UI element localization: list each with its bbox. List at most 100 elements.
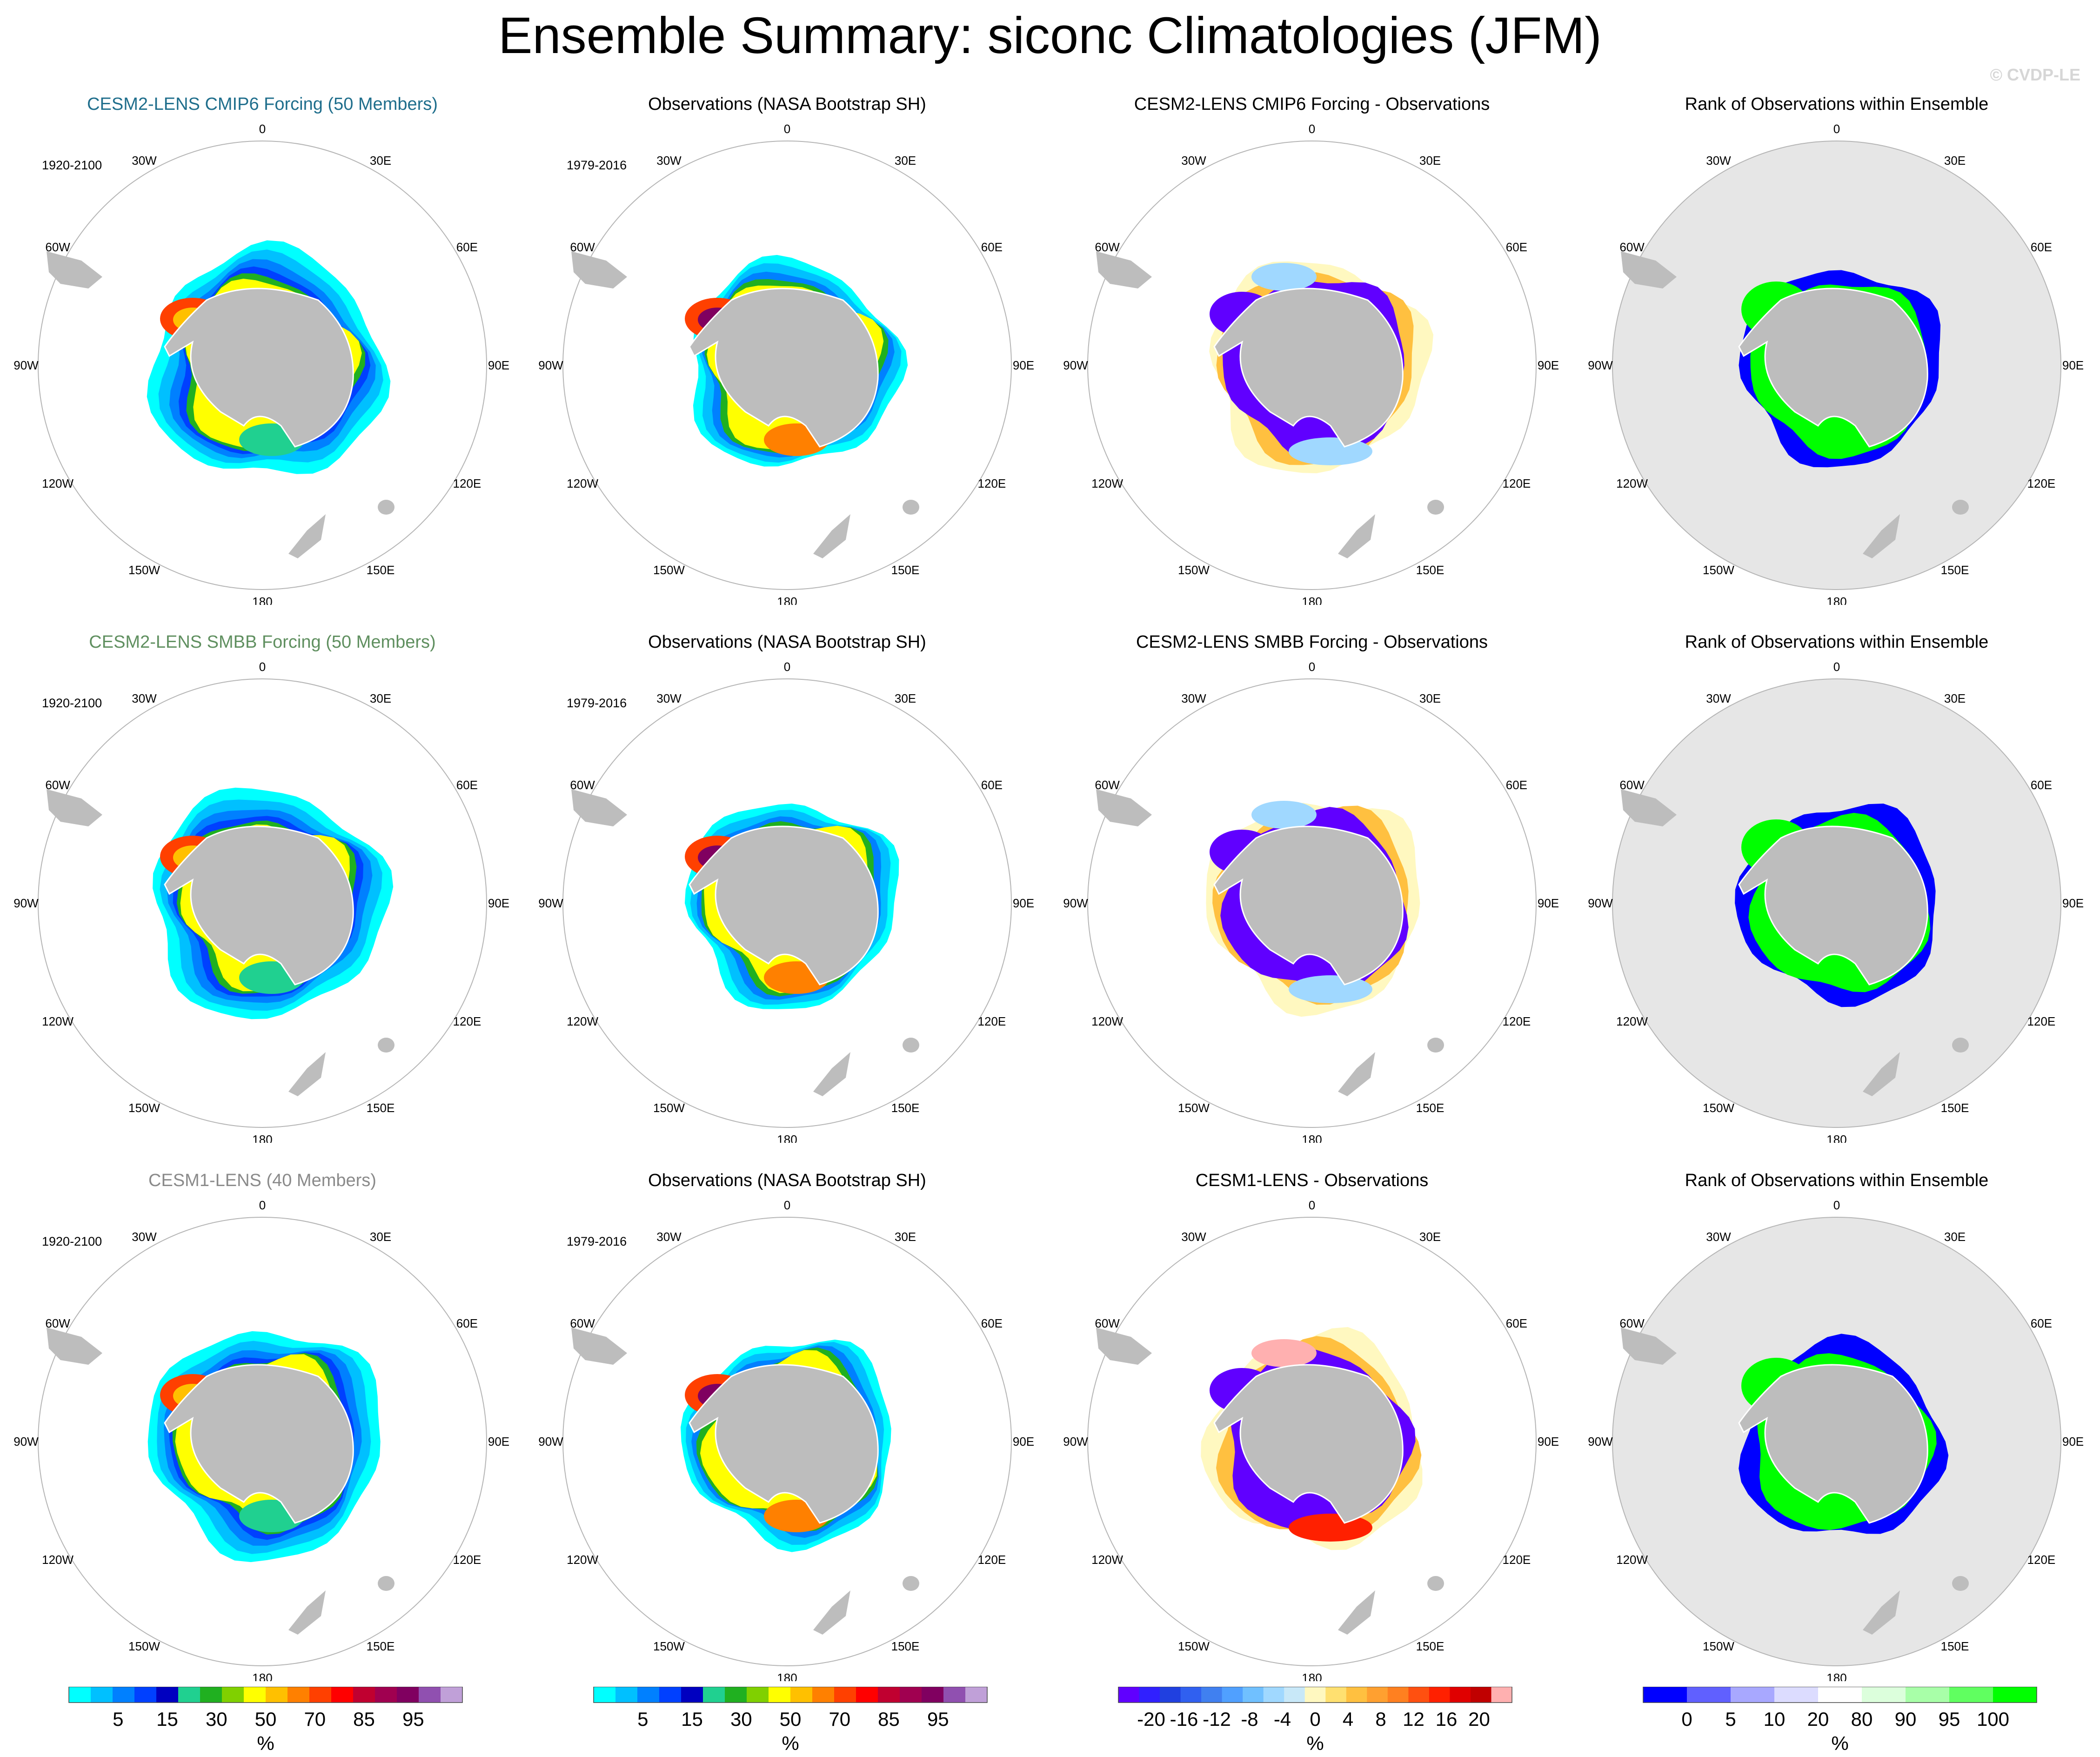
longitude-label: 90W bbox=[1063, 896, 1088, 910]
longitude-label: 120E bbox=[2027, 1553, 2056, 1567]
colorbar-swatch bbox=[615, 1687, 638, 1703]
longitude-label: 30E bbox=[1419, 1230, 1441, 1244]
longitude-label: 90E bbox=[1013, 358, 1034, 372]
polar-map: 0 30E 60E 90E 120E 150E 180 150W 120W 90W 60W 30W bbox=[1063, 122, 1559, 605]
colorbar-swatch bbox=[725, 1687, 747, 1703]
colorbar-swatch bbox=[922, 1687, 944, 1703]
longitude-label: 120E bbox=[978, 1553, 1006, 1567]
colorbar-swatch bbox=[1284, 1687, 1305, 1703]
colorbar-swatch bbox=[812, 1687, 835, 1703]
colorbar-swatch bbox=[1408, 1687, 1430, 1703]
longitude-label: 30W bbox=[1181, 1230, 1206, 1244]
antarctica-landmass bbox=[1213, 288, 1404, 448]
longitude-label: 90W bbox=[1588, 896, 1613, 910]
longitude-label: 30W bbox=[1706, 691, 1731, 705]
period-label: 1920-2100 bbox=[42, 158, 102, 172]
longitude-label: 150W bbox=[1178, 563, 1210, 577]
colorbar-frame bbox=[68, 1687, 463, 1703]
longitude-label: 60W bbox=[570, 1316, 595, 1330]
longitude-label: 90E bbox=[1013, 1435, 1034, 1449]
longitude-label: 60E bbox=[456, 240, 478, 254]
longitude-label: 120E bbox=[978, 476, 1006, 490]
colorbar-unit: % bbox=[257, 1732, 274, 1754]
longitude-label: 60W bbox=[1095, 778, 1120, 792]
longitude-label: 30W bbox=[1181, 691, 1206, 705]
longitude-label: 120W bbox=[1091, 1553, 1123, 1567]
new-zealand-landmass bbox=[288, 514, 326, 558]
colorbar-swatch bbox=[878, 1687, 900, 1703]
longitude-label: 180 bbox=[1302, 595, 1322, 605]
colorbar-unit: % bbox=[1306, 1732, 1324, 1754]
longitude-label: 150E bbox=[367, 563, 395, 577]
colorbar-tick-label: 95 bbox=[402, 1708, 424, 1730]
colorbar-tick-label: 8 bbox=[1375, 1708, 1386, 1730]
colorbar: 0 5 10 20 80 90 95 100% bbox=[1643, 1687, 2037, 1754]
colorbar-tick-label: 100 bbox=[1977, 1708, 2009, 1730]
south-america-landmass bbox=[47, 789, 102, 826]
longitude-label: 180 bbox=[1826, 1133, 1846, 1143]
colorbar-tick-label: 30 bbox=[206, 1708, 227, 1730]
longitude-label: 30W bbox=[1706, 1230, 1731, 1244]
longitude-label: 60W bbox=[45, 240, 70, 254]
polar-map: 0 30E 60E 90E 120E 150E 180 150W 120W 90W 60W 30W bbox=[1588, 1198, 2084, 1681]
longitude-label: 150E bbox=[367, 1639, 395, 1653]
longitude-label: 60W bbox=[45, 778, 70, 792]
longitude-label: 0 bbox=[1833, 122, 1840, 136]
colorbar-swatch bbox=[244, 1687, 266, 1703]
longitude-label: 180 bbox=[777, 595, 797, 605]
map-panel-diff: 0 30E 60E 90E 120E 150E 180 150W 120W 90W 60W 30W CE… bbox=[1050, 1169, 1574, 1708]
longitude-label: 90E bbox=[2062, 1435, 2084, 1449]
colorbar-swatch bbox=[1731, 1687, 1775, 1703]
longitude-label: 90W bbox=[1588, 1435, 1613, 1449]
colorbar-tick-label: 5 bbox=[113, 1708, 123, 1730]
longitude-label: 120E bbox=[1503, 476, 1531, 490]
longitude-label: 60E bbox=[981, 240, 1003, 254]
colorbar-tick-label: -8 bbox=[1241, 1708, 1258, 1730]
colorbar: -20 -16 -12 -8 -4 0 4 8 12 16 20% bbox=[1118, 1687, 1512, 1754]
colorbar-swatch bbox=[659, 1687, 682, 1703]
tasmania-landmass bbox=[378, 1576, 395, 1591]
longitude-label: 180 bbox=[1302, 1671, 1322, 1681]
longitude-label: 150W bbox=[128, 563, 160, 577]
longitude-label: 150W bbox=[1178, 1639, 1210, 1653]
longitude-label: 180 bbox=[1826, 1671, 1846, 1681]
longitude-label: 60W bbox=[1095, 1316, 1120, 1330]
map-panel-obs: 0 30E 60E 90E 120E 150E 180 150W 120W 90W 60W 30W Ob… bbox=[525, 631, 1050, 1170]
map-panel-model: 0 30E 60E 90E 120E 150E 180 150W 120W 90W 60W 30W CE… bbox=[0, 1169, 525, 1708]
longitude-label: 60W bbox=[1095, 240, 1120, 254]
colorbar-swatch bbox=[1906, 1687, 1950, 1703]
longitude-label: 90E bbox=[2062, 896, 2084, 910]
longitude-label: 150E bbox=[1941, 1101, 1969, 1115]
longitude-label: 30E bbox=[370, 154, 391, 168]
colorbar-tick-label: -12 bbox=[1203, 1708, 1231, 1730]
longitude-label: 150W bbox=[653, 1639, 685, 1653]
map-panel-obs: 0 30E 60E 90E 120E 150E 180 150W 120W 90W 60W 30W Ob… bbox=[525, 1169, 1050, 1708]
panel-title: CESM2-LENS CMIP6 Forcing (50 Members) bbox=[87, 94, 438, 114]
longitude-label: 0 bbox=[259, 1198, 266, 1212]
longitude-label: 30E bbox=[895, 1230, 916, 1244]
period-label: 1979-2016 bbox=[567, 158, 627, 172]
longitude-label: 150W bbox=[653, 563, 685, 577]
south-america-landmass bbox=[1096, 251, 1152, 288]
tasmania-landmass bbox=[903, 1038, 919, 1053]
longitude-label: 120W bbox=[1091, 476, 1123, 490]
panel-title: Observations (NASA Bootstrap SH) bbox=[648, 1171, 926, 1190]
longitude-label: 0 bbox=[1833, 1198, 1840, 1212]
colorbar-swatch bbox=[266, 1687, 288, 1703]
longitude-label: 150W bbox=[1178, 1101, 1210, 1115]
colorbar-swatch bbox=[1387, 1687, 1409, 1703]
longitude-label: 90W bbox=[13, 896, 39, 910]
longitude-label: 120E bbox=[2027, 476, 2056, 490]
colorbar-tick-label: 20 bbox=[1807, 1708, 1829, 1730]
colorbar-swatch bbox=[200, 1687, 222, 1703]
colorbar-swatch bbox=[703, 1687, 725, 1703]
colorbar-tick-label: 12 bbox=[1403, 1708, 1425, 1730]
longitude-label: 120W bbox=[42, 1553, 74, 1567]
watermark: © CVDP-LE bbox=[1990, 65, 2080, 84]
longitude-label: 30W bbox=[656, 1230, 682, 1244]
longitude-label: 150W bbox=[1703, 1639, 1734, 1653]
longitude-label: 120W bbox=[567, 1553, 598, 1567]
longitude-label: 180 bbox=[1826, 595, 1846, 605]
longitude-label: 90W bbox=[13, 1435, 39, 1449]
map-panel-diff: 0 30E 60E 90E 120E 150E 180 150W 120W 90W 60W 30W CE… bbox=[1050, 631, 1574, 1170]
